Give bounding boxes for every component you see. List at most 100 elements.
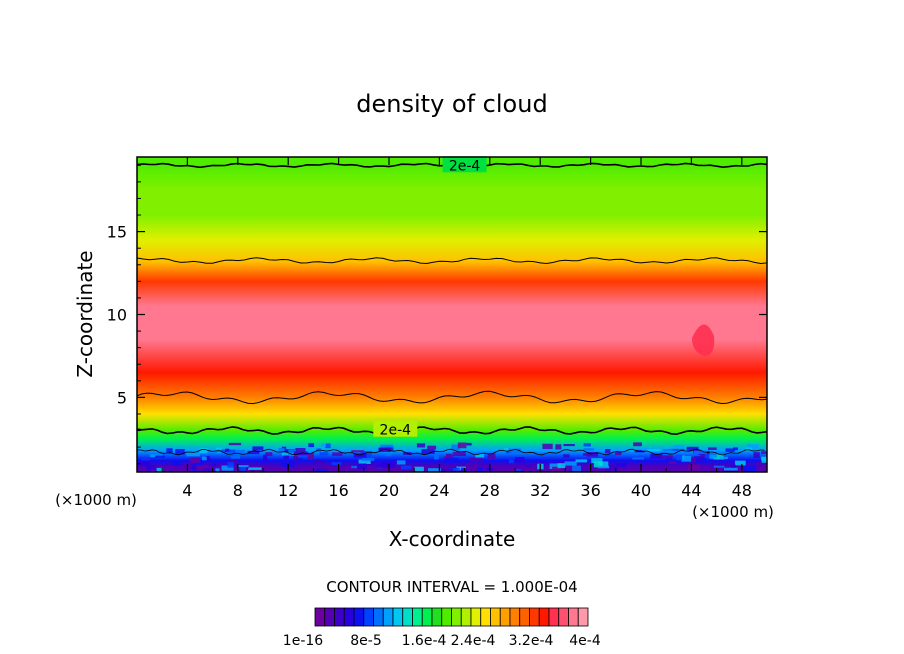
noise-cell — [634, 449, 645, 453]
colorbar-label: 4e-4 — [569, 633, 601, 649]
noise-cell — [288, 449, 297, 455]
colorbar — [314, 607, 589, 627]
x-tick-label: 20 — [379, 481, 399, 500]
colorbar-swatch — [470, 607, 482, 627]
noise-cell — [457, 442, 467, 449]
noise-cell — [172, 461, 183, 466]
x-axis-ticks: 4 8 12 16 20 24 28 32 36 40 44 48 — [161, 157, 768, 500]
noise-cell — [319, 452, 329, 456]
x-tick-label: 40 — [631, 481, 651, 500]
colorbar-swatch — [499, 607, 511, 627]
colorbar-swatch — [519, 607, 530, 627]
noise-cell — [332, 452, 343, 456]
noise-cell — [196, 465, 208, 471]
noise-cell — [308, 443, 315, 448]
noise-cell — [713, 465, 725, 468]
colorbar-swatch — [577, 607, 589, 627]
noise-cell — [263, 454, 268, 461]
noise-cell — [331, 462, 342, 466]
noise-cell — [221, 465, 234, 471]
noise-cell — [361, 458, 375, 461]
noise-cell — [686, 446, 699, 451]
noise-cell — [416, 443, 426, 448]
noise-cell — [456, 466, 466, 471]
noise-cell — [325, 443, 331, 449]
noise-cell — [761, 457, 767, 463]
colorbar-swatch — [529, 607, 540, 627]
noise-cell — [414, 466, 424, 472]
noise-cell — [508, 448, 521, 455]
noise-cell — [192, 460, 204, 467]
density-field — [137, 157, 767, 472]
noise-cell — [676, 454, 683, 461]
y-tick-label: 5 — [117, 388, 127, 407]
noise-cell — [487, 453, 496, 459]
noise-cell — [248, 467, 262, 470]
noise-cell — [650, 453, 663, 459]
noise-cell — [228, 442, 242, 446]
y-tick-label: 10 — [107, 306, 127, 325]
noise-cell — [202, 468, 215, 472]
noise-cell — [465, 462, 479, 466]
noise-cell — [211, 463, 217, 467]
noise-cell — [446, 453, 453, 458]
noise-cell — [265, 452, 273, 456]
noise-cell — [475, 454, 485, 458]
noise-cell — [278, 448, 285, 453]
colorbar-swatch — [343, 607, 355, 627]
noise-cell — [229, 460, 237, 463]
noise-cell — [396, 460, 406, 465]
colorbar-swatch — [538, 607, 550, 627]
noise-cell — [380, 444, 393, 449]
noise-cell — [215, 468, 220, 472]
noise-cell — [469, 457, 483, 463]
noise-cell — [166, 448, 173, 453]
noise-cell — [725, 448, 735, 452]
colorbar-swatch — [412, 607, 423, 627]
noise-cell — [696, 459, 703, 462]
plot-area — [137, 157, 767, 472]
x-tick-label: 8 — [233, 481, 243, 500]
noise-cell — [440, 468, 454, 472]
noise-cell — [572, 465, 581, 472]
noise-cell — [549, 463, 561, 469]
noise-cell — [743, 465, 757, 472]
colorbar-swatch — [363, 607, 374, 627]
noise-cell — [668, 461, 677, 464]
noise-cell — [428, 468, 442, 472]
noise-cell — [186, 452, 200, 457]
noise-cell — [632, 457, 644, 460]
noise-cell — [735, 460, 746, 466]
x-tick-label: 48 — [732, 481, 752, 500]
noise-cell — [477, 467, 483, 472]
noise-cell — [729, 464, 736, 467]
colorbar-label: 1e-16 — [283, 633, 323, 649]
noise-cell — [557, 463, 566, 469]
noise-cell — [421, 449, 435, 454]
noise-cell — [281, 446, 287, 449]
noise-cell — [443, 456, 455, 459]
noise-cell — [217, 449, 222, 454]
noise-cell — [312, 459, 325, 464]
noise-cell — [307, 453, 314, 459]
x-tick-label: 12 — [278, 481, 298, 500]
noise-cell — [190, 457, 201, 463]
colorbar-swatch — [490, 607, 501, 627]
noise-cell — [761, 451, 767, 454]
colorbar-swatch — [558, 607, 569, 627]
noise-cell — [230, 456, 240, 459]
colorbar-swatch — [480, 607, 491, 627]
noise-cell — [693, 450, 707, 455]
noise-cell — [582, 468, 588, 472]
contour-label-top: 2e-4 — [449, 158, 481, 174]
noise-cell — [215, 447, 223, 450]
noise-cell — [515, 457, 525, 463]
contour-label-bg — [442, 156, 487, 173]
colorbar-swatch — [509, 607, 521, 627]
noise-cell — [687, 464, 701, 471]
noise-cell — [616, 463, 627, 468]
colorbar-swatch — [373, 607, 384, 627]
noise-cell — [461, 467, 467, 472]
noise-cell — [384, 450, 392, 457]
